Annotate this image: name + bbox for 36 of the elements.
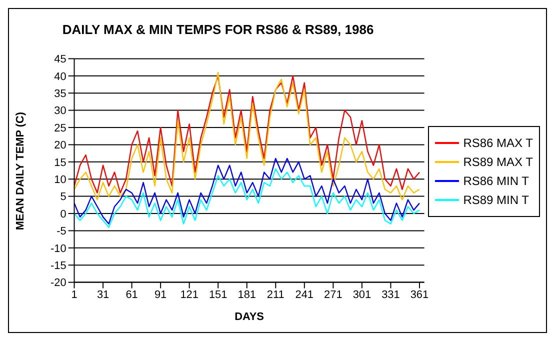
y-tick-label: -5 [56,226,66,238]
x-tick-label: 271 [324,289,342,302]
x-tick-label: 211 [266,289,284,302]
y-tick-label: 35 [54,88,66,100]
y-tick-label: 15 [54,156,66,169]
y-tick-label: -10 [50,242,66,255]
x-tick-label: 301 [352,289,372,302]
x-tick-label: 361 [410,289,429,302]
x-tick-label: 151 [208,289,228,302]
line-series [74,158,420,224]
line-series [74,168,420,228]
y-tick-label: 10 [54,174,66,186]
legend-label: RS89 MAX T [463,155,533,169]
y-tick-label: 20 [54,140,66,152]
legend-label: RS86 MAX T [463,136,533,150]
y-tick-label: 5 [60,191,66,204]
x-tick-label: 61 [126,289,138,302]
chart-title: DAILY MAX & MIN TEMPS FOR RS86 & RS89, 1986 [61,22,375,37]
y-tick-label: 45 [54,54,66,66]
y-tick-label: 30 [54,105,66,118]
y-tick-label: -20 [50,277,66,290]
x-tick-label: 1 [71,289,78,302]
y-tick-label: 40 [54,70,66,83]
legend-label: RS89 MIN T [463,193,529,207]
y-axis-title: MEAN DAILY TEMP (C) [14,112,26,230]
x-tick-label: 91 [154,289,167,302]
x-tick-label: 121 [180,289,198,302]
x-tick-label: 31 [96,289,110,302]
y-tick-label: 0 [60,208,66,220]
x-tick-label: 241 [295,289,314,302]
x-tick-label: 181 [238,289,256,302]
y-tick-label: 25 [54,122,66,134]
x-tick-label: 331 [382,289,400,302]
legend-label: RS86 MIN T [463,174,529,188]
x-axis-title: DAYS [234,311,264,324]
y-tick-label: -15 [50,260,66,272]
